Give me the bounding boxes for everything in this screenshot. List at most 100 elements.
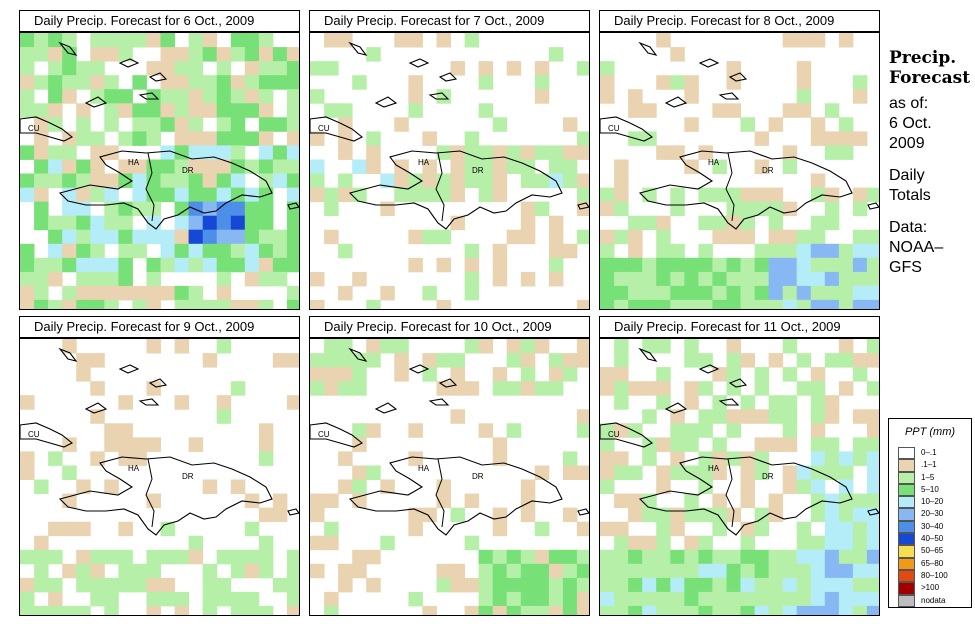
precip-cell	[670, 451, 685, 466]
precip-cell	[62, 257, 77, 273]
precip-cell	[740, 271, 755, 287]
precip-cell	[628, 563, 643, 579]
precip-cell	[614, 201, 629, 217]
precip-cell	[146, 229, 161, 245]
precip-cell	[656, 605, 671, 615]
precip-cell	[740, 285, 755, 301]
precip-cell	[478, 549, 494, 565]
precip-cell	[450, 173, 465, 188]
precip-cell	[628, 493, 643, 509]
precip-cell	[576, 299, 589, 309]
precip-cell	[48, 229, 63, 245]
precip-cell	[600, 299, 615, 309]
precip-cell	[810, 605, 826, 615]
precip-cell	[258, 33, 274, 48]
precip-cell	[230, 591, 246, 607]
precip-cell	[712, 159, 727, 174]
precip-cell	[782, 409, 798, 424]
precip-cell	[824, 549, 840, 565]
precip-cell	[338, 117, 353, 132]
precip-cell	[712, 591, 727, 607]
precip-cell	[642, 563, 657, 579]
coastline	[348, 456, 563, 536]
precip-cell	[548, 145, 564, 160]
precip-cell	[520, 339, 536, 354]
precip-cell	[506, 563, 522, 579]
precip-cell	[506, 145, 522, 160]
precip-cell	[824, 521, 840, 537]
precip-cell	[628, 285, 643, 301]
precip-cell	[62, 339, 77, 354]
precip-cell	[286, 577, 299, 593]
precip-cell	[698, 591, 713, 607]
precip-cell	[562, 173, 578, 188]
precip-cell	[76, 187, 91, 203]
precip-cell	[90, 353, 105, 368]
precip-cell	[352, 465, 367, 480]
precip-cell	[202, 145, 218, 160]
precip-cell	[286, 131, 299, 146]
precip-cell	[726, 549, 741, 565]
precip-cell	[670, 591, 685, 607]
precip-cell	[600, 451, 615, 466]
precip-cell	[90, 47, 105, 62]
coastline	[664, 402, 688, 414]
precip-cell	[352, 563, 367, 579]
precip-cell	[132, 159, 147, 174]
precip-cell	[824, 285, 840, 301]
precip-cell	[216, 549, 232, 565]
precip-cell	[838, 591, 854, 607]
coastline	[728, 378, 748, 388]
precip-cell	[656, 33, 671, 48]
precip-cell	[740, 409, 755, 424]
precip-cell	[628, 381, 643, 396]
legend-title: PPT (mm)	[904, 426, 956, 438]
precip-cell	[174, 201, 190, 217]
precip-cell	[258, 271, 274, 287]
precip-cell	[244, 201, 260, 217]
precip-cell	[366, 353, 381, 368]
precip-cell	[782, 367, 798, 382]
precip-cell	[48, 117, 63, 132]
precip-cell	[866, 299, 879, 309]
precip-cell	[146, 591, 161, 607]
precip-cell	[754, 285, 770, 301]
precip-cell	[310, 353, 325, 368]
coastline	[718, 92, 740, 100]
precip-cell	[492, 437, 508, 452]
precip-cell	[684, 75, 699, 90]
precip-cell	[562, 145, 578, 160]
precip-cell	[230, 89, 246, 104]
precip-cell	[492, 507, 508, 523]
precip-cell	[324, 33, 339, 48]
precip-cell	[286, 75, 299, 90]
precip-cell	[174, 215, 190, 231]
precip-cell	[628, 423, 643, 438]
precip-cell	[104, 271, 119, 287]
precip-cell	[34, 577, 49, 593]
precip-cell	[174, 591, 190, 607]
precip-cell	[810, 117, 826, 132]
panel-title: Daily Precip. Forecast for 11 Oct., 2009	[599, 316, 880, 338]
country-border	[725, 458, 735, 528]
precip-cell	[338, 145, 353, 160]
precip-cell	[852, 201, 868, 217]
precip-cell	[352, 549, 367, 565]
precip-cell	[670, 549, 685, 565]
precip-cell	[258, 535, 274, 551]
precip-cell	[562, 243, 578, 259]
precip-cell	[436, 381, 451, 396]
precip-cell	[286, 145, 299, 160]
precip-cell	[258, 257, 274, 273]
precip-cell	[338, 173, 353, 188]
precip-cell	[244, 103, 260, 118]
precip-cell	[782, 591, 798, 607]
precip-cell	[394, 117, 409, 132]
precip-cell	[614, 577, 629, 593]
precip-cell	[866, 187, 879, 203]
precip-cell	[160, 117, 175, 132]
precip-cell	[712, 215, 727, 231]
precip-cell	[478, 103, 494, 118]
precip-cell	[48, 89, 63, 104]
precip-cell	[422, 285, 437, 301]
